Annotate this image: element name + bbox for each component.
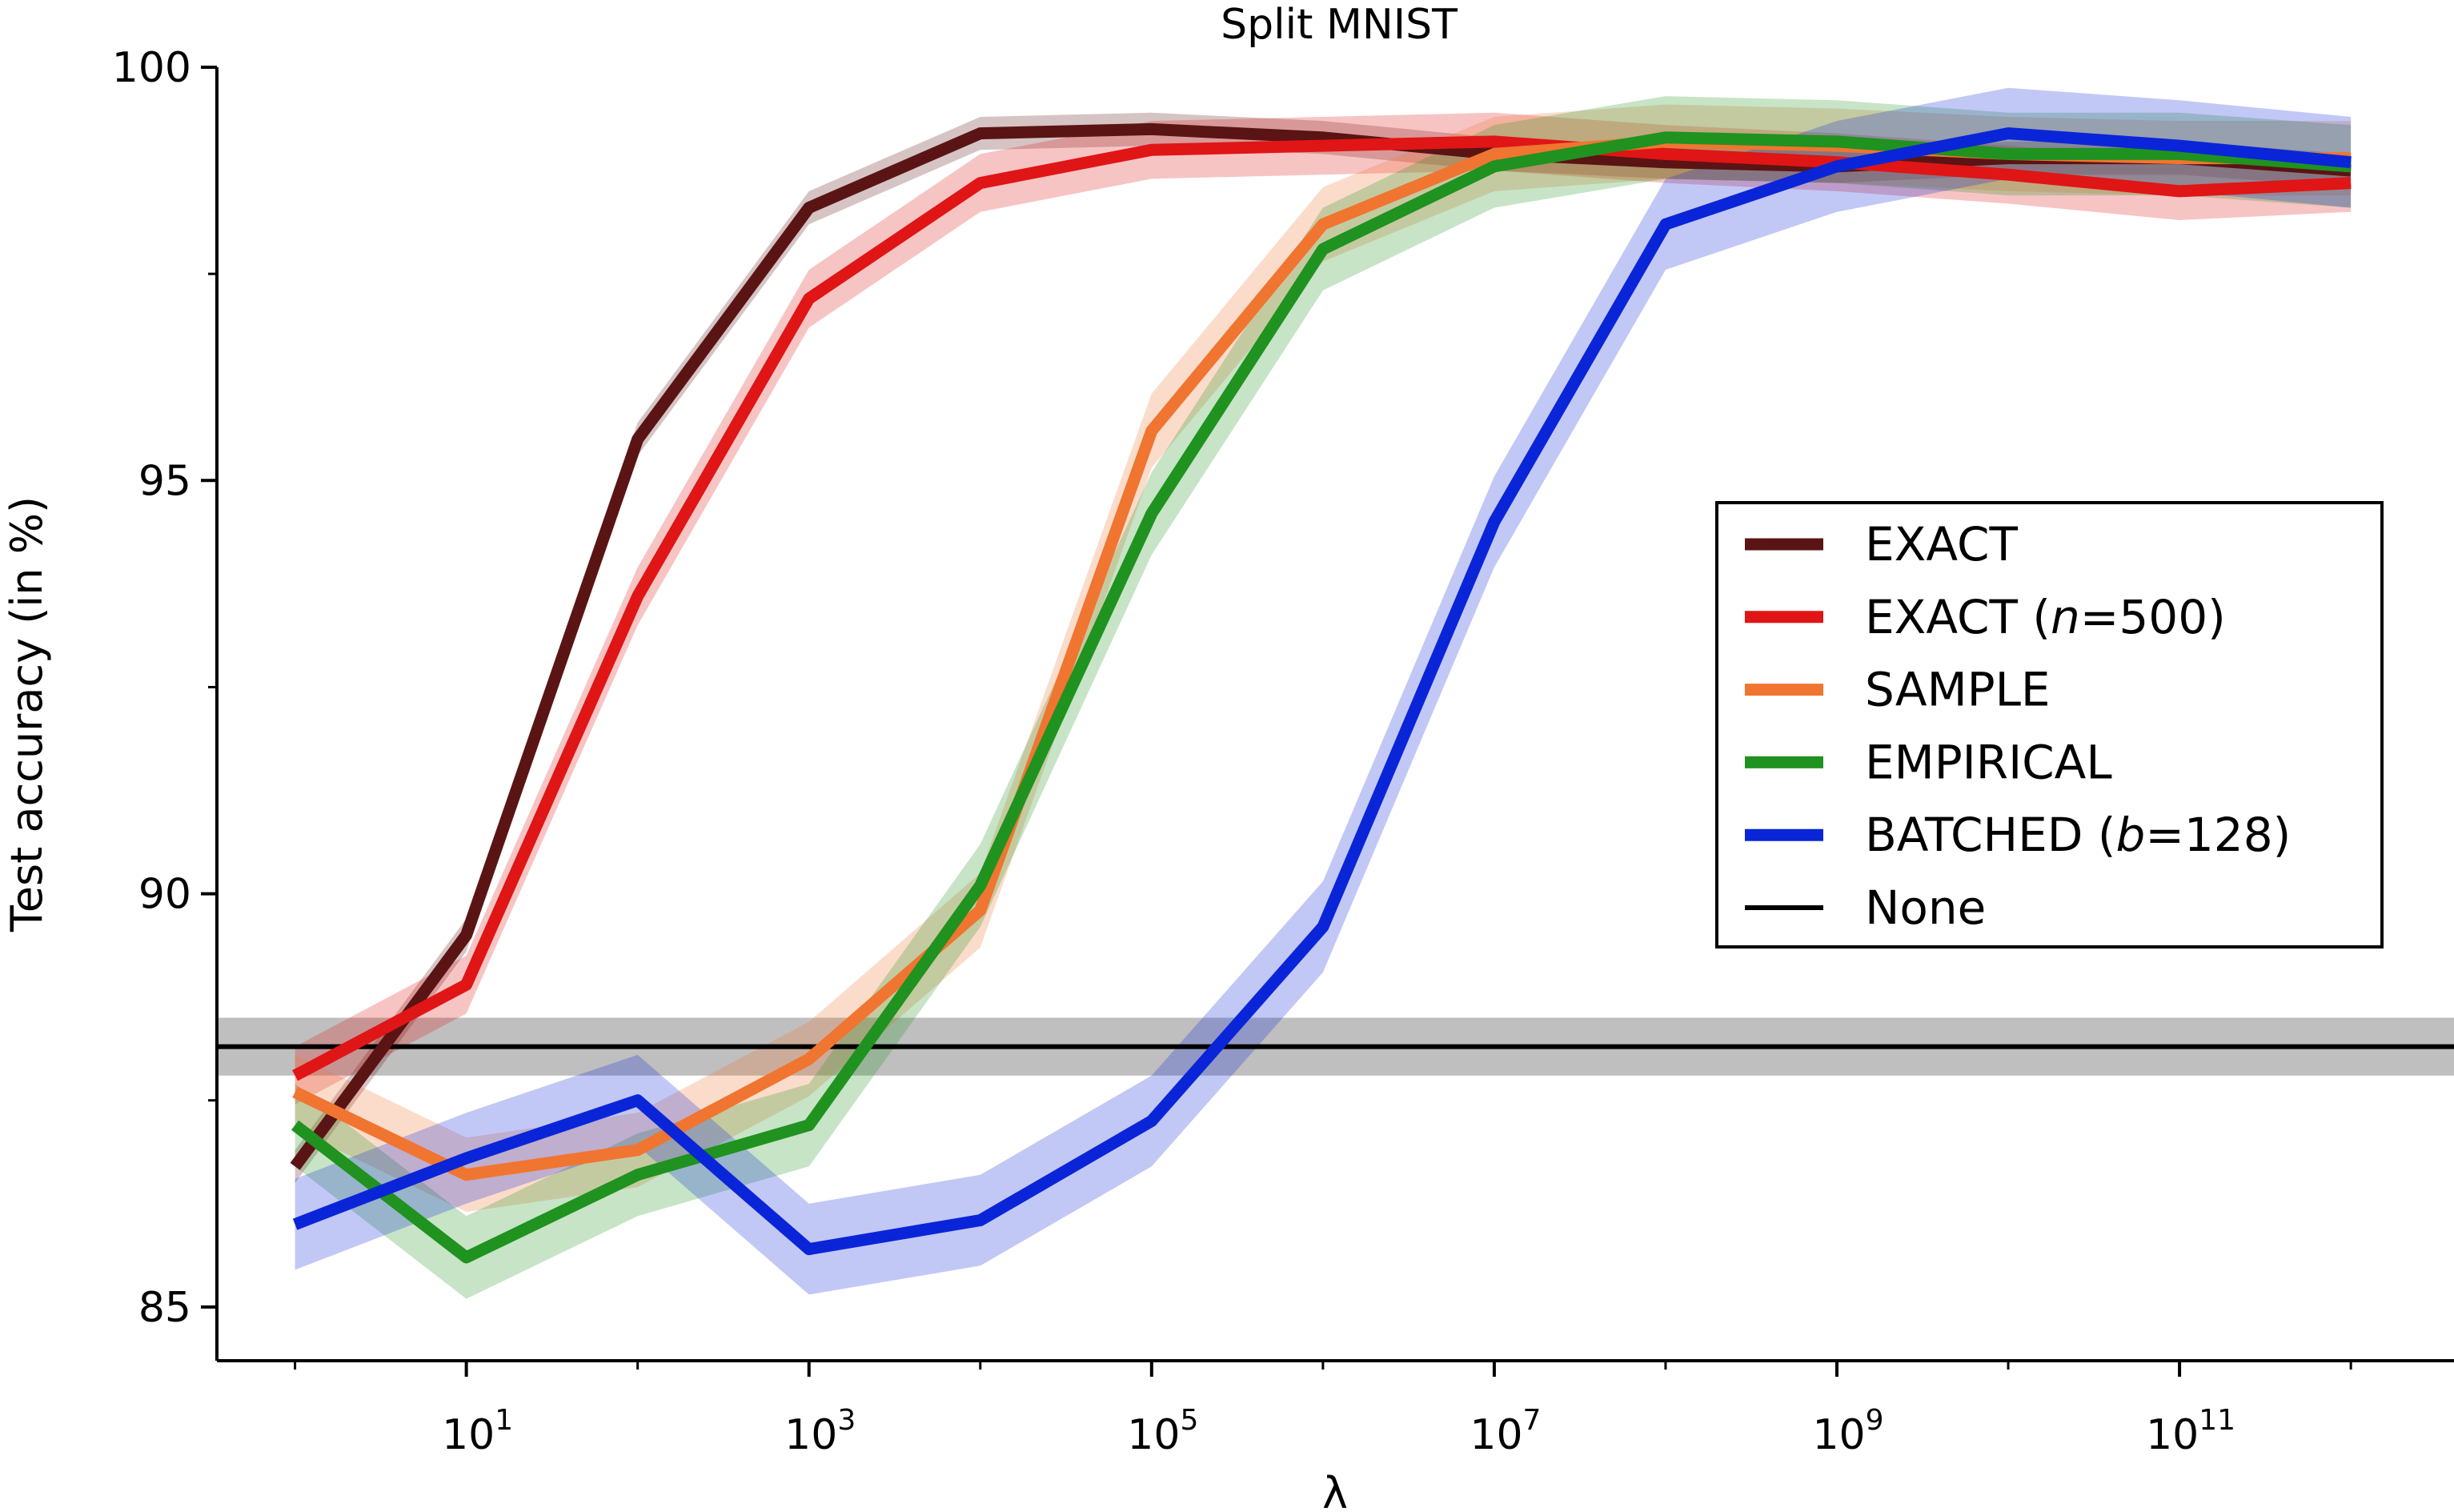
legend: EXACT EXACT (n=500) SAMPLE EMPIRICAL BATCHED… [1715,501,2384,949]
legend-label-exact: EXACT [1865,517,2019,572]
y-ticks: 85 90 95 100 [112,44,217,1332]
y-tick-label: 85 [138,1284,191,1332]
x-ticks: 101 103 105 107 109 1011 [294,1361,2352,1459]
legend-box [1715,501,2384,949]
x-tick-label: 109 [1812,1404,1883,1459]
plot-area [217,87,2454,1299]
legend-label-empirical: EMPIRICAL [1865,735,2112,789]
legend-label-sample: SAMPLE [1865,663,2051,717]
x-tick-label: 105 [1127,1404,1198,1459]
x-axis-label: λ [1322,1468,1348,1512]
band-exact500 [295,112,2352,1105]
series-line-empirical [291,131,2352,1264]
series-line-batched [292,127,2352,1256]
y-tick-label: 95 [138,457,191,505]
series-line-exact500 [292,135,2352,1081]
legend-label-none: None [1865,880,1986,935]
y-tick-label: 90 [138,871,191,919]
chart-title: Split MNIST [1221,1,1458,49]
x-tick-label: 107 [1470,1404,1541,1459]
legend-label-batched: BATCHED (b=128) [1865,808,2291,862]
legend-label-exact500: EXACT (n=500) [1865,590,2226,644]
axes [215,67,2454,1362]
x-tick-label: 103 [784,1404,856,1459]
y-axis-label: Test accuracy (in %) [2,496,52,932]
x-tick-label: 101 [442,1404,513,1459]
y-tick-label: 100 [112,44,191,92]
x-tick-label: 1011 [2146,1404,2235,1459]
